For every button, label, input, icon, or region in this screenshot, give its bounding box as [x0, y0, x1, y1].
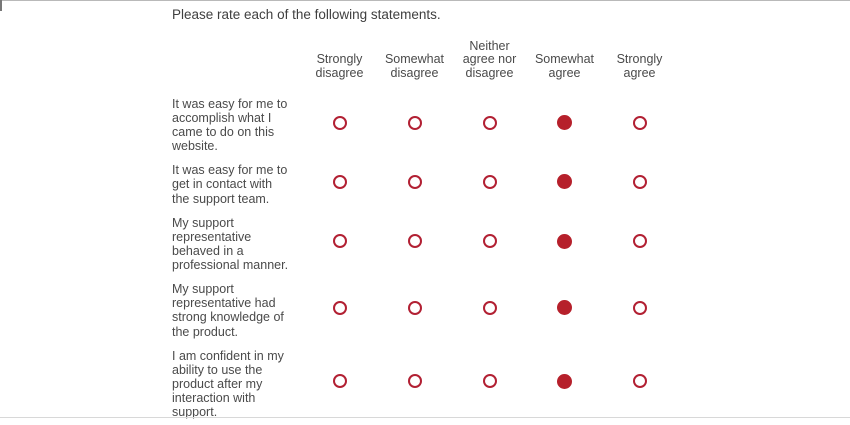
radio-cell-somewhat-disagree[interactable] [377, 92, 452, 159]
radio-selected-somewhat-agree[interactable] [557, 174, 572, 190]
statement-label: My support representative behaved in a p… [172, 215, 289, 273]
radio-cell-strongly-agree[interactable] [602, 158, 677, 210]
statement-label: My support representative had strong kno… [172, 282, 284, 339]
radio-cell-somewhat-agree[interactable] [527, 211, 602, 278]
radio-cell-somewhat-disagree[interactable] [377, 158, 452, 210]
option-header-strongly-disagree: Strongly disagree [315, 52, 364, 81]
matrix-row: I am confident in my ability to use the … [172, 344, 677, 425]
radio-cell-strongly-agree[interactable] [602, 92, 677, 159]
radio-strongly-disagree[interactable] [332, 300, 347, 315]
radio-cell-neither-agree-nor-disagree[interactable] [452, 344, 527, 425]
matrix-corner-cell [172, 40, 302, 92]
radio-strongly-agree[interactable] [632, 374, 647, 389]
radio-cell-strongly-agree[interactable] [602, 277, 677, 344]
radio-cell-somewhat-disagree[interactable] [377, 344, 452, 425]
radio-cell-neither-agree-nor-disagree[interactable] [452, 277, 527, 344]
radio-strongly-agree[interactable] [632, 300, 647, 315]
radio-somewhat-disagree[interactable] [407, 234, 422, 249]
radio-strongly-agree[interactable] [632, 234, 647, 249]
radio-strongly-disagree[interactable] [332, 174, 347, 189]
bottom-border-line [0, 417, 850, 418]
radio-neither-agree-nor-disagree[interactable] [482, 300, 497, 315]
radio-cell-neither-agree-nor-disagree[interactable] [452, 92, 527, 159]
radio-cell-somewhat-agree[interactable] [527, 344, 602, 425]
radio-somewhat-disagree[interactable] [407, 300, 422, 315]
radio-cell-neither-agree-nor-disagree[interactable] [452, 211, 527, 278]
radio-strongly-disagree[interactable] [332, 374, 347, 389]
radio-strongly-agree[interactable] [632, 174, 647, 189]
option-header-neither-agree-nor-disagree: Neither agree nor disagree [462, 38, 517, 81]
statement-label: It was easy for me to accomplish what I … [172, 96, 288, 154]
radio-cell-strongly-agree[interactable] [602, 211, 677, 278]
radio-strongly-agree[interactable] [632, 115, 647, 130]
radio-strongly-disagree[interactable] [332, 234, 347, 249]
radio-selected-somewhat-agree[interactable] [557, 300, 572, 316]
radio-cell-somewhat-agree[interactable] [527, 158, 602, 210]
radio-neither-agree-nor-disagree[interactable] [482, 374, 497, 389]
radio-somewhat-disagree[interactable] [407, 374, 422, 389]
radio-neither-agree-nor-disagree[interactable] [482, 174, 497, 189]
matrix-row: My support representative behaved in a p… [172, 211, 677, 278]
option-header-strongly-agree: Strongly agree [616, 52, 663, 81]
top-left-edge-mark [0, 0, 2, 11]
radio-cell-somewhat-disagree[interactable] [377, 277, 452, 344]
matrix-body: It was easy for me to accomplish what I … [172, 92, 677, 425]
radio-cell-strongly-disagree[interactable] [302, 92, 377, 159]
radio-cell-strongly-disagree[interactable] [302, 277, 377, 344]
radio-somewhat-disagree[interactable] [407, 115, 422, 130]
option-header-somewhat-agree: Somewhat agree [534, 52, 595, 81]
radio-cell-strongly-agree[interactable] [602, 344, 677, 425]
radio-somewhat-disagree[interactable] [407, 174, 422, 189]
radio-selected-somewhat-agree[interactable] [557, 373, 572, 389]
radio-cell-neither-agree-nor-disagree[interactable] [452, 158, 527, 210]
radio-cell-somewhat-agree[interactable] [527, 277, 602, 344]
matrix-row: My support representative had strong kno… [172, 277, 677, 344]
statement-label: I am confident in my ability to use the … [172, 348, 284, 420]
top-border-line [0, 0, 850, 1]
option-header-somewhat-disagree: Somewhat disagree [384, 52, 445, 81]
statement-label: It was easy for me to get in contact wit… [172, 163, 288, 206]
rating-matrix: Strongly disagree Somewhat disagree Neithe… [172, 38, 677, 425]
radio-cell-strongly-disagree[interactable] [302, 158, 377, 210]
radio-strongly-disagree[interactable] [332, 115, 347, 130]
radio-cell-somewhat-agree[interactable] [527, 92, 602, 159]
radio-neither-agree-nor-disagree[interactable] [482, 115, 497, 130]
matrix-header-row: Strongly disagree Somewhat disagree Neithe… [172, 38, 677, 92]
radio-selected-somewhat-agree[interactable] [557, 233, 572, 249]
matrix-row: It was easy for me to get in contact wit… [172, 158, 677, 210]
rating-question: Please rate each of the following statem… [172, 7, 732, 424]
radio-neither-agree-nor-disagree[interactable] [482, 234, 497, 249]
radio-cell-somewhat-disagree[interactable] [377, 211, 452, 278]
radio-selected-somewhat-agree[interactable] [557, 115, 572, 131]
question-title: Please rate each of the following statem… [172, 7, 441, 22]
radio-cell-strongly-disagree[interactable] [302, 211, 377, 278]
radio-cell-strongly-disagree[interactable] [302, 344, 377, 425]
matrix-row: It was easy for me to accomplish what I … [172, 92, 677, 159]
